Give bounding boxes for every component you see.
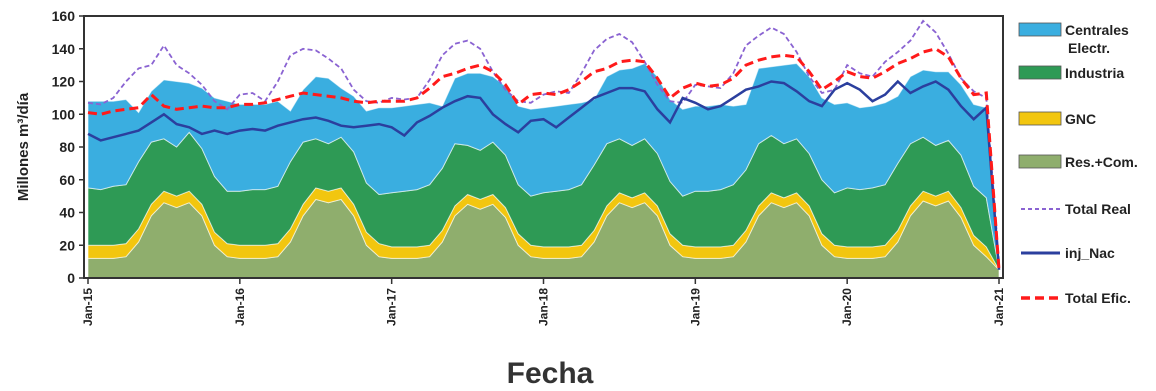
y-axis-label: Millones m³/día [15,92,32,201]
x-tick-label: Jan-17 [385,288,399,326]
legend-label: Total Efic. [1065,290,1131,306]
legend-swatch [1018,111,1062,126]
legend-label: GNC [1065,111,1096,127]
x-tick-label: Jan-19 [688,288,702,326]
line-series-2 [87,47,1001,270]
line-series [87,19,1001,270]
x-tick-label: Jan-20 [840,288,854,326]
line-series-1 [87,79,1001,270]
y-tick-label: 40 [59,205,75,221]
legend-label: Industria [1065,65,1124,81]
y-tick-label: 60 [59,172,75,188]
line-series-0 [87,19,1000,262]
y-tick-label: 160 [52,8,76,24]
y-tick-label: 100 [52,106,76,122]
y-tick-label: 120 [52,74,76,90]
x-tick-label: Jan-15 [81,288,95,326]
legend-label: inj_Nac [1065,245,1115,261]
y-tick-label: 80 [59,139,75,155]
x-tick-label: Jan-18 [537,288,551,326]
legend-swatch [1018,22,1062,37]
area-series-3 [87,62,1000,270]
y-tick-label: 140 [52,41,76,57]
legend: Centrales Electr. Industria GNC Res.+Com. Tot… [1018,22,1138,306]
legend-label: Centrales Electr. [1065,22,1129,56]
x-axis: Jan-15 Jan-16 Jan-17 Jan-18 Jan-19 Jan-20 Jan-… [81,278,1006,326]
x-tick-label: Jan-21 [992,288,1006,326]
y-axis: 0 20 40 60 80 100 120 140 160 [52,8,84,286]
stacked-areas [87,62,1000,279]
legend-label: Total Real [1065,201,1131,217]
x-axis-title: Fecha [507,357,594,390]
x-tick-label: Jan-16 [233,288,247,326]
y-tick-label: 20 [59,237,75,253]
legend-swatch [1018,65,1062,80]
y-tick-label: 0 [67,270,75,286]
legend-swatch [1018,154,1062,169]
legend-label: Res.+Com. [1065,154,1138,170]
